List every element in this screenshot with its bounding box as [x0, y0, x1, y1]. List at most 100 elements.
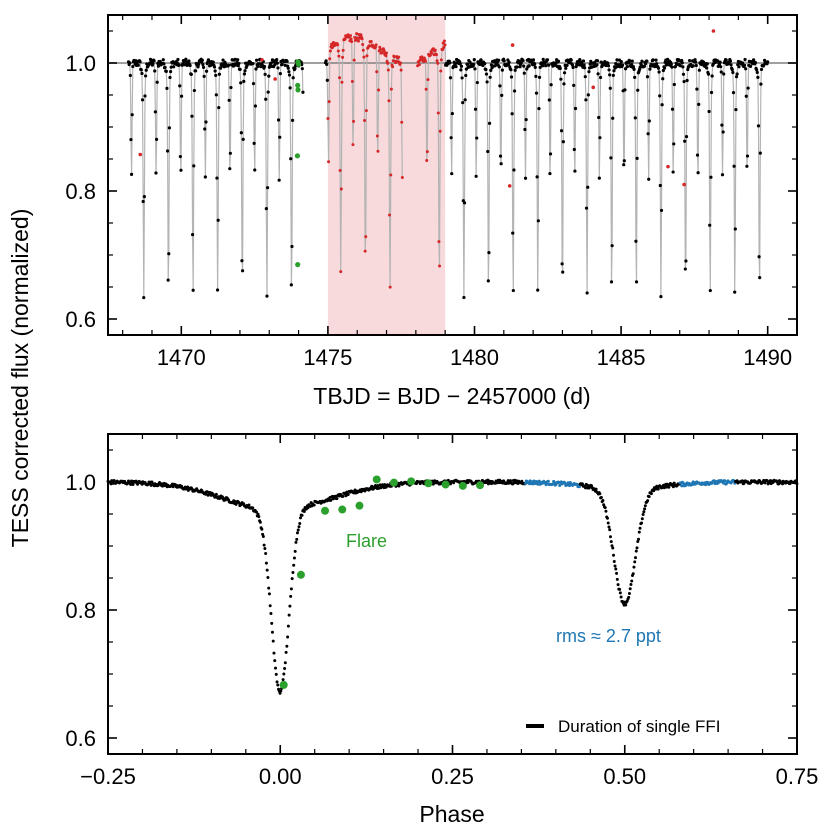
top-red-point: [338, 168, 342, 172]
top-data-point: [509, 75, 514, 79]
top-data-point: [140, 98, 145, 102]
top-data-point: [731, 70, 735, 75]
top-data-point: [204, 120, 208, 124]
top-data-point: [278, 135, 282, 139]
top-red-point: [363, 249, 367, 253]
top-data-point: [611, 116, 615, 120]
top-data-point: [263, 72, 267, 76]
top-data-point: [622, 163, 626, 167]
top-data-point: [241, 137, 245, 141]
top-red-point: [442, 39, 446, 43]
top-red-point: [397, 55, 401, 59]
top-data-point: [608, 73, 612, 77]
top-data-point: [737, 65, 741, 69]
bottom-data-point: [604, 509, 608, 513]
top-data-point: [695, 153, 700, 157]
top-data-point: [587, 70, 591, 74]
top-data-point: [216, 218, 220, 222]
top-red-point: [362, 55, 366, 59]
bottom-data-point: [649, 492, 653, 496]
top-data-point: [586, 93, 590, 97]
bottom-data-point: [624, 603, 628, 607]
top-data-point: [534, 74, 538, 78]
top-data-point: [507, 60, 511, 64]
top-data-point: [151, 61, 155, 66]
top-data-point: [214, 73, 218, 77]
top-data-point: [743, 57, 747, 62]
top-data-point: [571, 65, 575, 70]
bottom-data-point: [335, 497, 339, 501]
top-data-point: [720, 173, 725, 177]
top-data-point: [758, 151, 762, 155]
top-red-point: [336, 43, 340, 47]
top-data-point: [759, 67, 764, 72]
top-data-point: [746, 86, 750, 90]
bottom-data-point: [665, 485, 669, 489]
rms-annotation: rms ≈ 2.7 ppt: [556, 626, 661, 646]
top-data-point: [656, 66, 661, 70]
top-data-point: [705, 62, 709, 66]
bottom-data-point: [594, 487, 598, 491]
bottom-data-point: [641, 512, 645, 516]
top-data-point: [745, 164, 749, 168]
top-red-point: [349, 37, 353, 41]
bottom-data-point: [273, 659, 277, 663]
top-data-point: [595, 63, 599, 67]
top-data-point: [678, 64, 683, 68]
top-data-point: [179, 94, 184, 98]
top-data-point: [201, 65, 206, 69]
top-data-point: [582, 63, 586, 67]
top-data-point: [718, 60, 722, 64]
top-x-tick-label: 1475: [303, 345, 352, 370]
top-data-point: [179, 168, 183, 172]
top-data-point: [128, 61, 132, 65]
bottom-data-point: [258, 520, 262, 524]
top-data-point: [551, 64, 555, 68]
top-red-point: [328, 49, 332, 53]
top-data-point: [578, 57, 582, 62]
top-data-point: [275, 57, 279, 62]
bottom-data-point: [583, 486, 587, 490]
top-data-point: [756, 124, 761, 128]
top-data-point: [533, 65, 537, 69]
top-data-point: [267, 74, 271, 78]
top-data-point: [757, 255, 761, 259]
top-flare-point: [295, 87, 301, 93]
top-data-point: [733, 290, 737, 294]
top-ticks: 1470 1475 1480 1485 1490 0.6 0.8 1.0: [65, 15, 797, 370]
bottom-data-point: [629, 583, 633, 587]
top-data-point: [239, 81, 243, 85]
top-data-point: [276, 66, 280, 70]
bottom-data-point: [642, 510, 646, 514]
top-data-point: [192, 164, 196, 168]
top-data-point: [623, 88, 627, 92]
top-data-point: [256, 64, 260, 69]
top-data-point: [696, 171, 700, 175]
top-red-point: [438, 264, 442, 268]
top-red-point: [388, 285, 392, 289]
top-data-point: [573, 169, 577, 173]
top-data-point: [201, 62, 205, 67]
top-data-point: [189, 72, 193, 76]
bottom-data-point: [341, 494, 345, 498]
top-data-point: [647, 177, 651, 181]
top-data-point: [161, 58, 165, 62]
top-data-point: [450, 172, 454, 176]
top-data-point: [620, 63, 625, 67]
top-data-point: [254, 67, 258, 71]
top-red-point: [375, 70, 379, 74]
bottom-data-point: [282, 672, 286, 676]
top-data-point: [547, 98, 551, 102]
bottom-data-point: [630, 579, 634, 583]
top-data-point: [154, 171, 158, 175]
top-data-point: [744, 67, 748, 71]
top-red-point: [352, 119, 356, 123]
top-data-point: [275, 61, 279, 65]
top-data-point: [531, 58, 536, 62]
top-data-point: [635, 156, 639, 160]
top-red-point: [353, 35, 357, 39]
top-data-point: [515, 65, 519, 69]
top-red-point: [386, 61, 390, 65]
bottom-data-point: [267, 586, 271, 590]
top-data-point: [646, 132, 650, 136]
